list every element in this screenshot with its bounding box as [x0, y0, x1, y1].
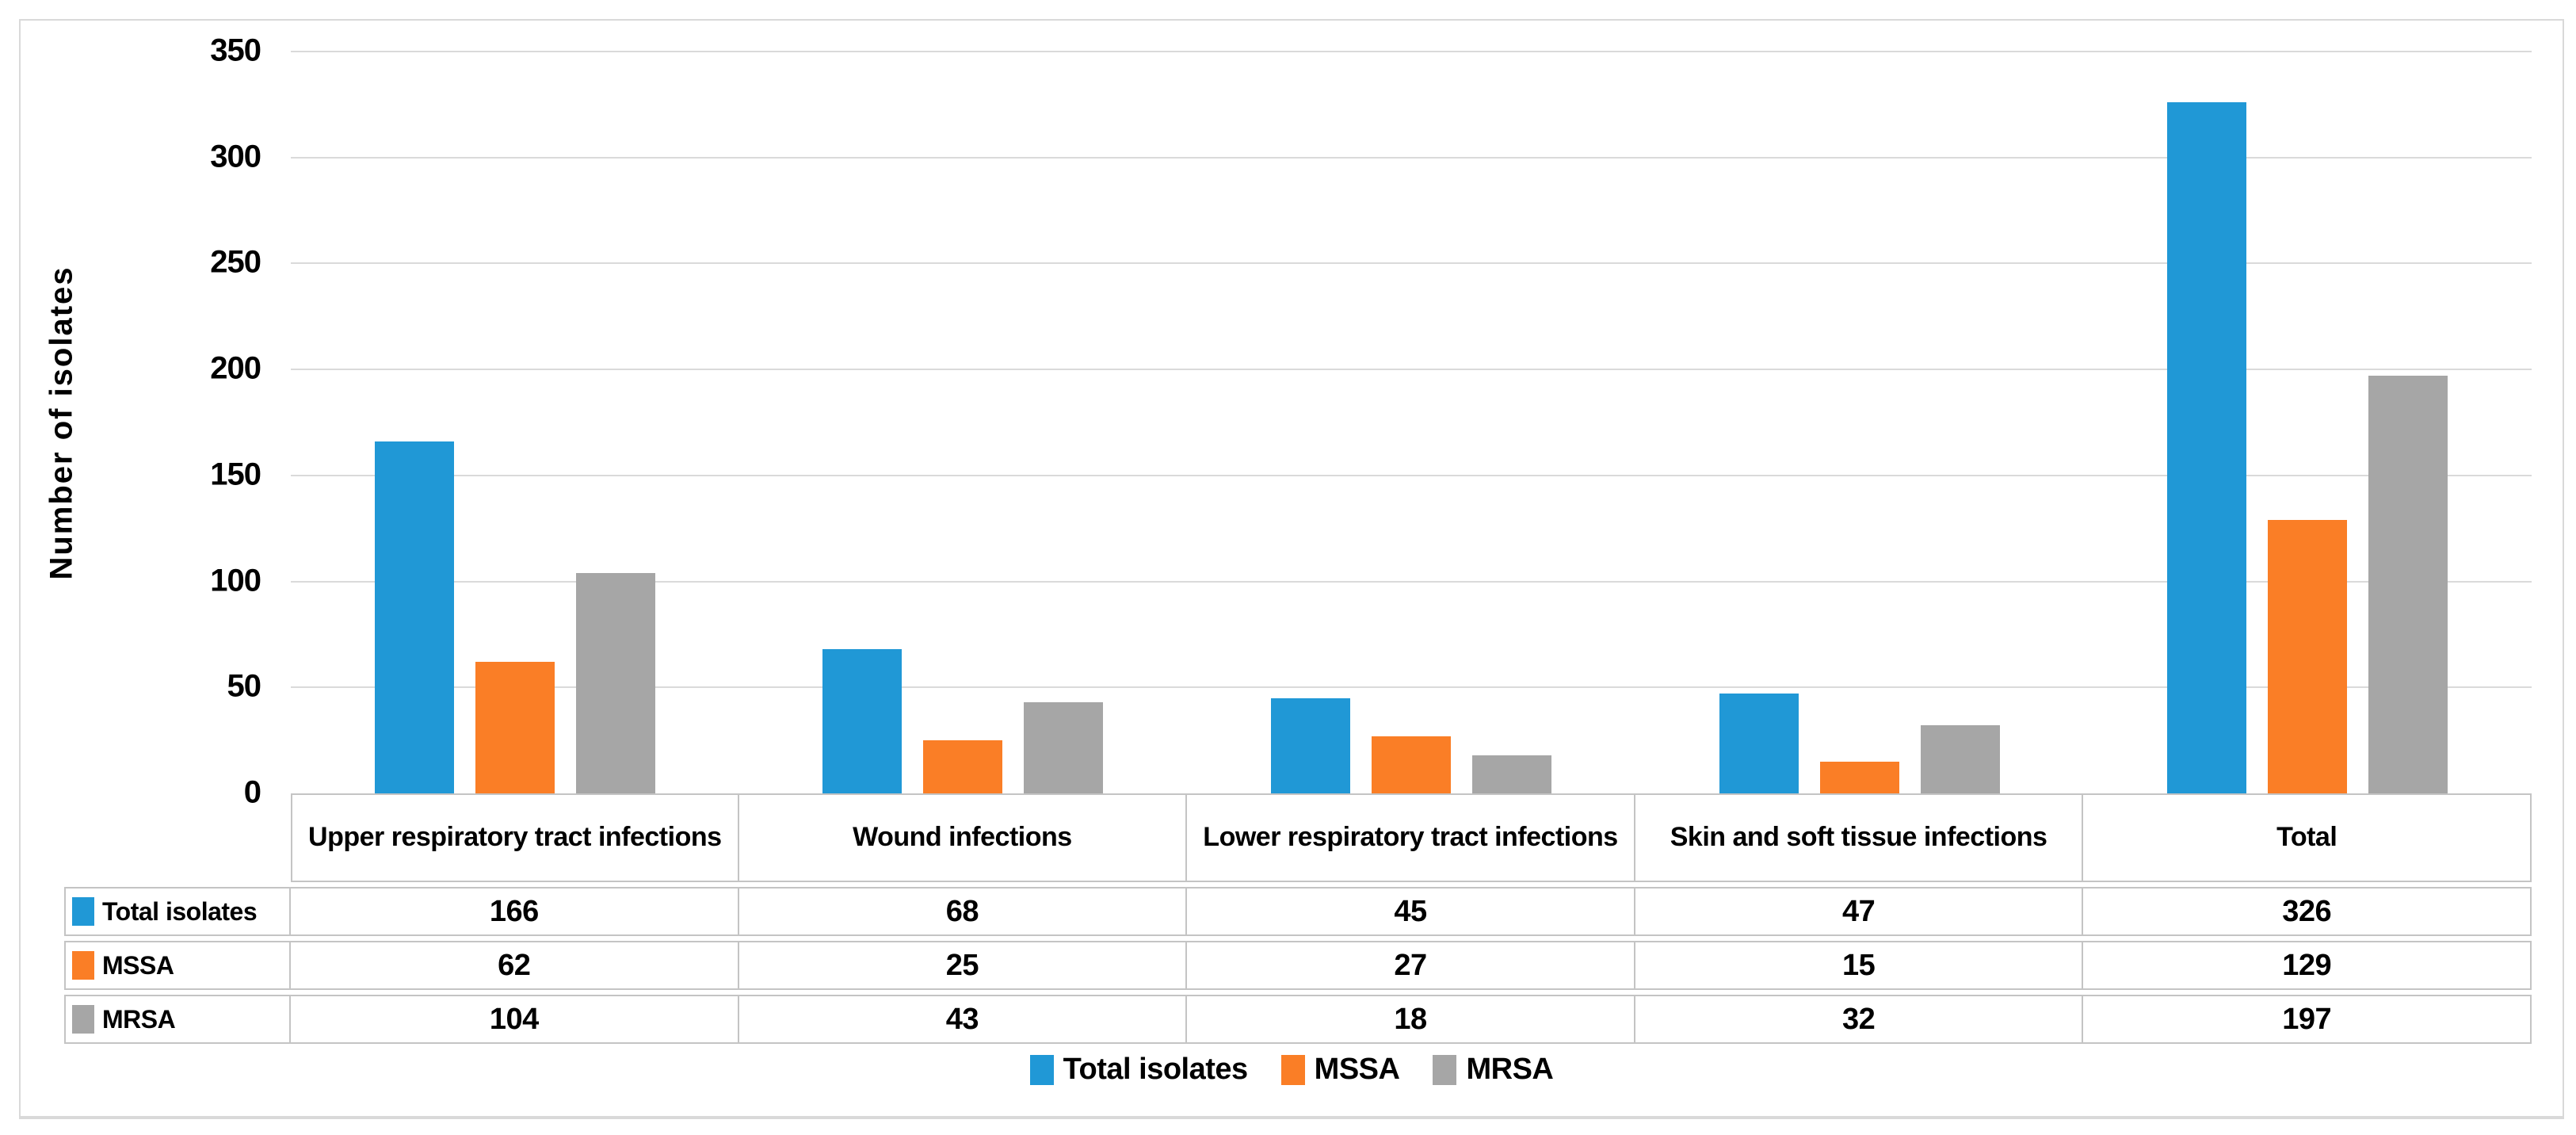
bar-mssa-3 — [1371, 736, 1451, 793]
gridline-200 — [291, 369, 2532, 371]
table-header-cell-5: Total — [2083, 793, 2532, 882]
y-tick-label-50: 50 — [227, 668, 261, 704]
y-tick-label-100: 100 — [210, 563, 261, 598]
table-header-cell-1: Upper respiratory tract infections — [291, 793, 739, 882]
bar-total-isolates-2 — [822, 649, 903, 793]
legend: Total isolates MSSA MRSA — [21, 1053, 2563, 1087]
table-cell-mrsa-4: 32 — [1635, 995, 2084, 1044]
bar-total-isolates-1 — [374, 441, 454, 793]
bar-mrsa-5 — [2368, 376, 2448, 793]
bar-group-4 — [1635, 52, 2084, 793]
table-cell-mssa-1: 62 — [291, 941, 739, 990]
bar-mrsa-1 — [575, 572, 655, 793]
chart-figure: Number of isolates 0 50 100 150 200 250 300 350… — [19, 19, 2564, 1119]
y-tick-label-300: 300 — [210, 139, 261, 174]
series-name-label: MSSA — [102, 950, 174, 980]
table-cell-mssa-5: 129 — [2083, 941, 2532, 990]
data-table: Upper respiratory tract infections Wound … — [64, 793, 2532, 1044]
gridline-150 — [291, 474, 2532, 476]
bar-total-isolates-3 — [1270, 697, 1350, 793]
series-key-icon — [72, 897, 94, 926]
legend-item-label: Total isolates — [1063, 1053, 1249, 1086]
bar-mrsa-2 — [1024, 702, 1104, 793]
bar-mrsa-4 — [1920, 725, 2000, 793]
bar-group-3 — [1187, 52, 1635, 793]
legend-item-label: MSSA — [1314, 1053, 1400, 1086]
legend-item-label: MRSA — [1466, 1053, 1554, 1086]
table-row-header-mssa: MSSA — [64, 941, 291, 990]
y-tick-label-150: 150 — [210, 457, 261, 492]
table-header-cell-2: Wound infections — [738, 793, 1188, 882]
bar-group-5 — [2083, 52, 2532, 793]
y-tick-label-0: 0 — [243, 774, 261, 810]
gridline-300 — [291, 156, 2532, 159]
table-cell-total-isolates-4: 47 — [1635, 887, 2084, 936]
legend-item-total-isolates: Total isolates — [1029, 1053, 1249, 1087]
y-tick-label-350: 350 — [210, 32, 261, 68]
table-cell-mrsa-3: 18 — [1187, 995, 1635, 1044]
table-cell-total-isolates-5: 326 — [2083, 887, 2532, 936]
series-key-icon — [72, 1005, 94, 1034]
table-cell-mssa-3: 27 — [1187, 941, 1635, 990]
series-key-icon — [72, 951, 94, 980]
legend-key-icon — [1433, 1054, 1457, 1085]
bar-mssa-5 — [2268, 520, 2348, 793]
plot-area: 0 50 100 150 200 250 300 350 — [210, 33, 2532, 810]
table-header-cell-3: Lower respiratory tract infections — [1187, 793, 1635, 882]
bar-group-2 — [739, 52, 1188, 793]
table-row-header-mrsa: MRSA — [64, 995, 291, 1044]
bar-mssa-4 — [1819, 761, 1899, 793]
bar-group-1 — [291, 52, 739, 793]
bar-mssa-1 — [475, 662, 555, 793]
table-cell-mssa-2: 25 — [738, 941, 1188, 990]
legend-key-icon — [1280, 1054, 1305, 1085]
table-cell-mrsa-5: 197 — [2083, 995, 2532, 1044]
table-cell-total-isolates-2: 68 — [738, 887, 1188, 936]
y-axis-title: Number of isolates — [44, 265, 79, 580]
table-header-cell-4: Skin and soft tissue infections — [1635, 793, 2084, 882]
bar-mssa-2 — [923, 740, 1003, 793]
legend-item-mrsa: MRSA — [1433, 1053, 1554, 1087]
bar-mrsa-3 — [1471, 755, 1551, 793]
gridline-250 — [291, 262, 2532, 265]
table-corner-spacer — [64, 793, 291, 882]
series-name-label: Total isolates — [102, 896, 258, 926]
y-tick-label-200: 200 — [210, 350, 261, 386]
bar-total-isolates-4 — [1719, 694, 1799, 793]
y-tick-label-250: 250 — [210, 245, 261, 281]
gridline-50 — [291, 686, 2532, 689]
gridline-350 — [291, 51, 2532, 52]
table-cell-mssa-4: 15 — [1635, 941, 2084, 990]
table-cell-total-isolates-1: 166 — [291, 887, 739, 936]
table-row-header-total-isolates: Total isolates — [64, 887, 291, 936]
gridline-100 — [291, 580, 2532, 583]
table-cell-mrsa-1: 104 — [291, 995, 739, 1044]
y-axis-title-box: Number of isolates — [30, 52, 93, 793]
table-cell-mrsa-2: 43 — [738, 995, 1188, 1044]
series-name-label: MRSA — [102, 1004, 176, 1034]
legend-item-mssa: MSSA — [1280, 1053, 1400, 1087]
table-cell-total-isolates-3: 45 — [1187, 887, 1635, 936]
bar-total-isolates-5 — [2167, 102, 2247, 793]
legend-key-icon — [1029, 1054, 1054, 1085]
